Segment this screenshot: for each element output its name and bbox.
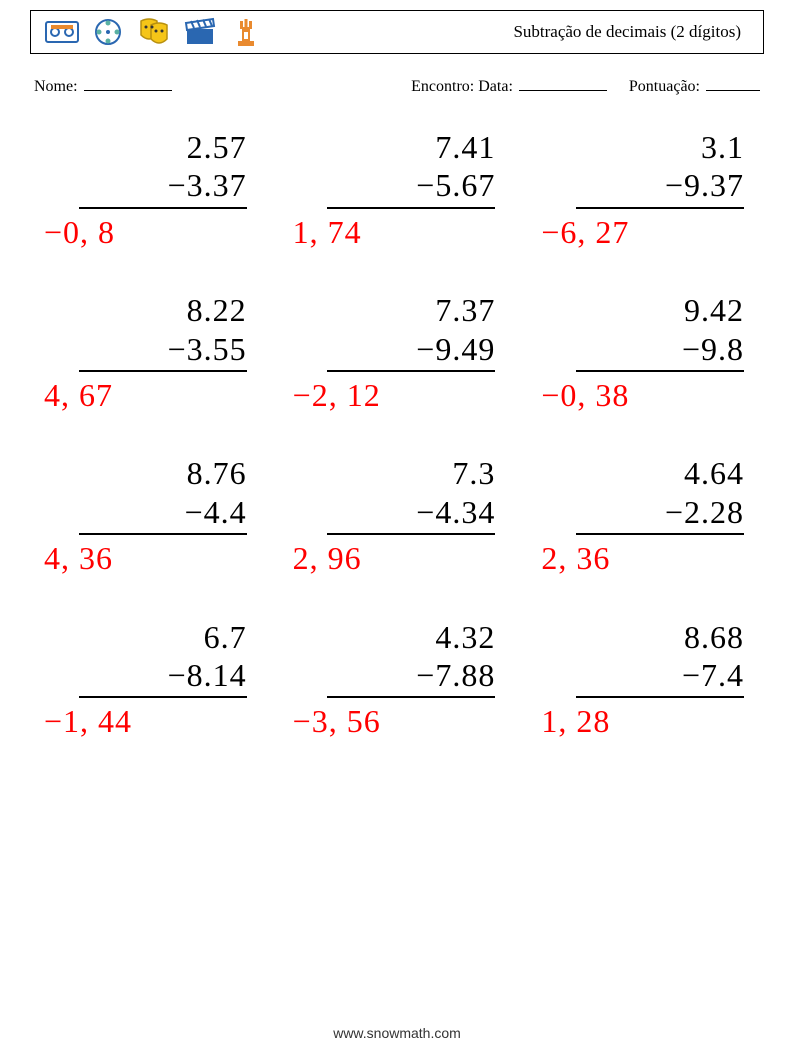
page-title: Subtração de decimais (2 dígitos) <box>513 22 741 42</box>
name-label: Nome: <box>34 78 78 95</box>
minuend: 2.57 <box>79 128 247 166</box>
answer: −0, 8 <box>34 213 263 251</box>
problem-9: 4.64−2.28 2, 36 <box>531 454 760 577</box>
minuend: 7.41 <box>327 128 495 166</box>
subtrahend: −2.28 <box>576 493 744 535</box>
minuend: 8.68 <box>576 618 744 656</box>
answer: 1, 28 <box>531 702 760 740</box>
subtrahend: −4.34 <box>327 493 495 535</box>
subtrahend: −9.49 <box>327 330 495 372</box>
subtrahend: −8.14 <box>79 656 247 698</box>
date-field: Encontro: Data: <box>411 76 607 96</box>
minuend: 7.37 <box>327 291 495 329</box>
clapper-icon <box>183 17 217 47</box>
problem-4: 8.22−3.55 4, 67 <box>34 291 263 414</box>
header: Subtração de decimais (2 dígitos) <box>30 10 764 54</box>
problem-10: 6.7−8.14 −1, 44 <box>34 618 263 741</box>
minuend: 8.76 <box>79 454 247 492</box>
header-icons <box>45 17 263 47</box>
subtrahend: −4.4 <box>79 493 247 535</box>
footer-text: www.snowmath.com <box>333 1025 461 1041</box>
minuend: 8.22 <box>79 291 247 329</box>
minuend: 9.42 <box>576 291 744 329</box>
minuend: 3.1 <box>576 128 744 166</box>
problem-11: 4.32−7.88 −3, 56 <box>283 618 512 741</box>
problem-1: 2.57−3.37 −0, 8 <box>34 128 263 251</box>
subtrahend: −9.37 <box>576 166 744 208</box>
answer: 4, 36 <box>34 539 263 577</box>
score-label: Pontuação: <box>629 78 700 95</box>
subtrahend: −9.8 <box>576 330 744 372</box>
answer: 2, 36 <box>531 539 760 577</box>
answer: −1, 44 <box>34 702 263 740</box>
subtrahend: −3.37 <box>79 166 247 208</box>
subtrahend: −7.88 <box>327 656 495 698</box>
minuend: 4.32 <box>327 618 495 656</box>
name-field: Nome: <box>34 76 411 96</box>
problem-8: 7.3−4.34 2, 96 <box>283 454 512 577</box>
answer: −0, 38 <box>531 376 760 414</box>
problem-2: 7.41−5.67 1, 74 <box>283 128 512 251</box>
date-label: Encontro: Data: <box>411 78 513 95</box>
score-field: Pontuação: <box>629 76 760 96</box>
subtrahend: −5.67 <box>327 166 495 208</box>
answer: −3, 56 <box>283 702 512 740</box>
minuend: 7.3 <box>327 454 495 492</box>
tower-icon <box>229 17 263 47</box>
minuend: 4.64 <box>576 454 744 492</box>
masks-icon <box>137 17 171 47</box>
minuend: 6.7 <box>79 618 247 656</box>
problem-7: 8.76−4.4 4, 36 <box>34 454 263 577</box>
problem-12: 8.68−7.4 1, 28 <box>531 618 760 741</box>
problem-3: 3.1−9.37 −6, 27 <box>531 128 760 251</box>
answer: 4, 67 <box>34 376 263 414</box>
info-row: Nome: Encontro: Data: Pontuação: <box>30 76 764 96</box>
subtrahend: −7.4 <box>576 656 744 698</box>
reel-icon <box>91 17 125 47</box>
cassette-icon <box>45 17 79 47</box>
problem-5: 7.37−9.49 −2, 12 <box>283 291 512 414</box>
problems-grid: 2.57−3.37 −0, 8 7.41−5.67 1, 74 3.1−9.37 −6, … <box>30 128 764 741</box>
answer: 1, 74 <box>283 213 512 251</box>
answer: 2, 96 <box>283 539 512 577</box>
footer: www.snowmath.com <box>0 1025 794 1041</box>
answer: −6, 27 <box>531 213 760 251</box>
score-blank[interactable] <box>706 76 760 91</box>
answer: −2, 12 <box>283 376 512 414</box>
problem-6: 9.42−9.8 −0, 38 <box>531 291 760 414</box>
name-blank[interactable] <box>84 76 172 91</box>
subtrahend: −3.55 <box>79 330 247 372</box>
date-blank[interactable] <box>519 76 607 91</box>
